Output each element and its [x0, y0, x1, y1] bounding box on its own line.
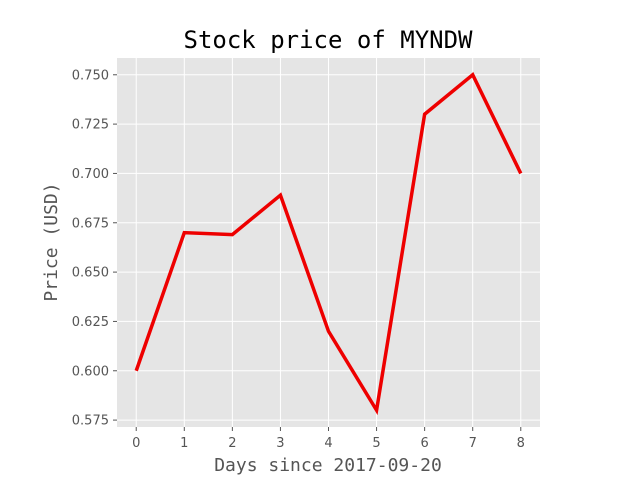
y-tick-label: 0.650 [72, 266, 109, 281]
x-tick-label: 0 [132, 436, 140, 451]
x-tick-label: 4 [324, 436, 332, 451]
y-axis-label: Price (USD) [41, 182, 62, 301]
x-tick-label: 1 [180, 436, 188, 451]
y-tick-label: 0.750 [72, 68, 109, 83]
y-tick-label: 0.625 [72, 315, 109, 330]
x-tick-label: 5 [372, 436, 380, 451]
y-tick-label: 0.725 [72, 118, 109, 133]
y-tick-label: 0.700 [72, 167, 109, 182]
price-line [134, 72, 523, 416]
x-tick-label: 7 [469, 436, 477, 451]
series-layer [134, 72, 523, 416]
y-tick-label: 0.575 [72, 414, 109, 429]
x-tick-label: 8 [517, 436, 525, 451]
x-tick-label: 2 [228, 436, 236, 451]
x-tick-label: 6 [420, 436, 428, 451]
grid [117, 58, 540, 427]
y-tick-label: 0.600 [72, 364, 109, 379]
x-tick-label: 3 [276, 436, 284, 451]
y-tick-label: 0.675 [72, 216, 109, 231]
chart-title: Stock price of MYNDW [184, 26, 474, 54]
axis-ticks: 0 1 2 3 4 5 6 7 8 0.575 0.600 0.625 0.650 0.675 0.700 0… [72, 68, 525, 451]
x-axis-label: Days since 2017-09-20 [214, 455, 442, 476]
